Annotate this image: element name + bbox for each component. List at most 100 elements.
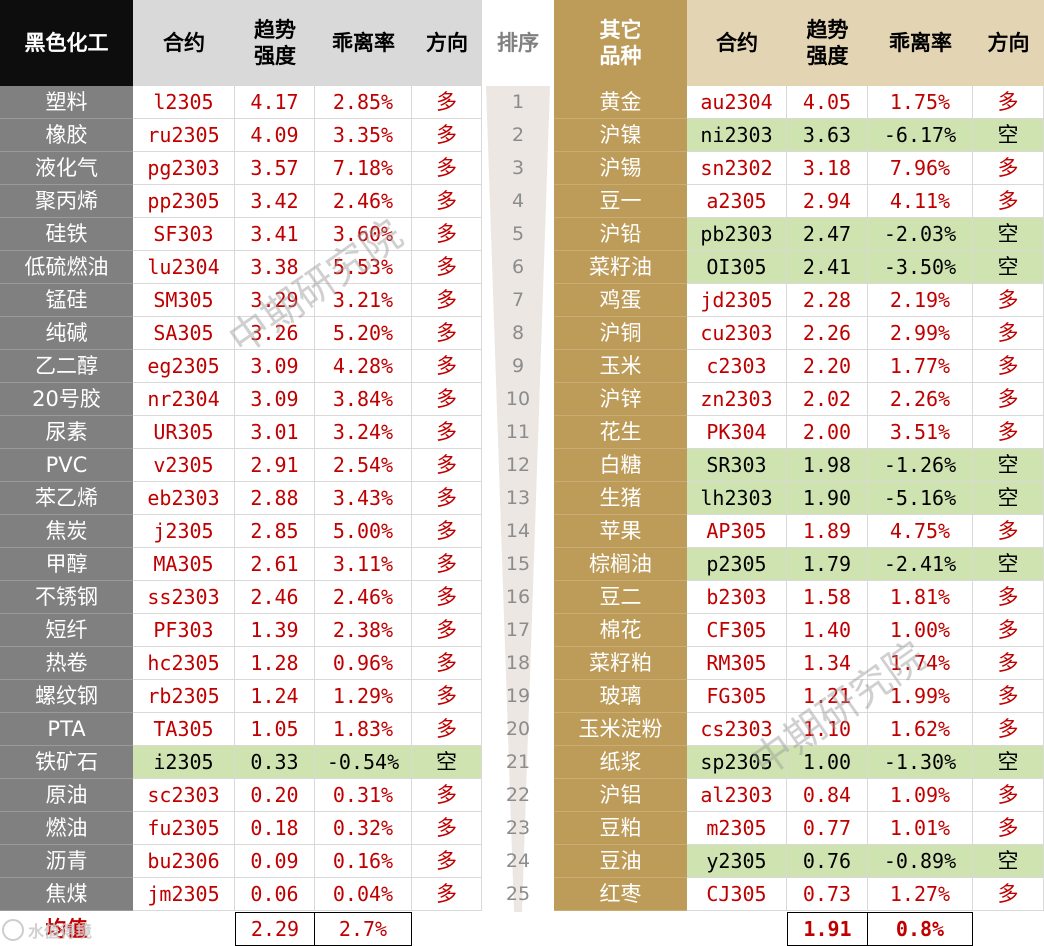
left-deviation-rate: 3.35%: [315, 119, 412, 152]
right-deviation-rate: 1.09%: [868, 779, 973, 812]
left-contract: hc2305: [133, 647, 235, 680]
right-direction: 多: [973, 284, 1044, 317]
right-product-name: 豆一: [554, 185, 687, 218]
left-deviation-rate: 0.96%: [315, 647, 412, 680]
left-product-name: 不锈钢: [0, 581, 133, 614]
header-right-contract: 合约: [687, 0, 787, 86]
left-deviation-rate: 4.28%: [315, 350, 412, 383]
right-product-name: 沪锡: [554, 152, 687, 185]
left-contract: SA305: [133, 317, 235, 350]
left-direction: 多: [412, 416, 482, 449]
right-deviation-rate: -1.30%: [868, 746, 973, 779]
right-contract: p2305: [687, 548, 787, 581]
left-contract: v2305: [133, 449, 235, 482]
right-product-name: 豆油: [554, 845, 687, 878]
rank-number: 2: [511, 124, 525, 146]
left-deviation-rate: 3.43%: [315, 482, 412, 515]
right-direction: 空: [973, 548, 1044, 581]
left-trend-strength: 3.09: [235, 383, 315, 416]
left-direction: 多: [412, 119, 482, 152]
right-trend-strength: 1.79: [787, 548, 868, 581]
right-direction: 多: [973, 779, 1044, 812]
left-contract: TA305: [133, 713, 235, 746]
left-contract: lu2304: [133, 251, 235, 284]
right-deviation-rate: -1.26%: [868, 449, 973, 482]
left-deviation-rate: 3.21%: [315, 284, 412, 317]
right-deviation-rate: 1.81%: [868, 581, 973, 614]
right-direction: 空: [973, 746, 1044, 779]
header-left-trend: 趋势 强度: [235, 0, 315, 86]
left-trend-strength: 3.42: [235, 185, 315, 218]
right-deviation-rate: 3.51%: [868, 416, 973, 449]
right-trend-strength: 2.47: [787, 218, 868, 251]
right-deviation-rate: -5.16%: [868, 482, 973, 515]
left-product-name: 纯碱: [0, 317, 133, 350]
right-direction: 多: [973, 614, 1044, 647]
left-trend-strength: 2.46: [235, 581, 315, 614]
right-direction: 多: [973, 812, 1044, 845]
left-direction: 多: [412, 383, 482, 416]
right-product-name: 棉花: [554, 614, 687, 647]
left-deviation-rate: 2.85%: [315, 86, 412, 119]
rank-number: 18: [505, 652, 531, 674]
right-product-name: 豆二: [554, 581, 687, 614]
right-trend-strength: 1.10: [787, 713, 868, 746]
left-deviation-rate: 3.11%: [315, 548, 412, 581]
left-deviation-rate: 2.54%: [315, 449, 412, 482]
right-direction: 多: [973, 86, 1044, 119]
right-contract: cs2303: [687, 713, 787, 746]
right-trend-strength: 1.00: [787, 746, 868, 779]
right-product-name: 玻璃: [554, 680, 687, 713]
right-contract: AP305: [687, 515, 787, 548]
right-trend-strength: 2.94: [787, 185, 868, 218]
left-product-name: 短纤: [0, 614, 133, 647]
right-contract: y2305: [687, 845, 787, 878]
left-product-name: 热卷: [0, 647, 133, 680]
right-product-name: 沪铝: [554, 779, 687, 812]
rank-number: 5: [511, 223, 525, 245]
left-trend-strength: 2.88: [235, 482, 315, 515]
right-contract: CJ305: [687, 878, 787, 911]
right-contract: m2305: [687, 812, 787, 845]
left-contract: ss2303: [133, 581, 235, 614]
left-contract: eg2305: [133, 350, 235, 383]
rank-number: 23: [505, 817, 531, 839]
right-deviation-rate: -0.89%: [868, 845, 973, 878]
left-contract: PF303: [133, 614, 235, 647]
rank-number: 17: [505, 619, 531, 641]
left-deviation-rate: -0.54%: [315, 746, 412, 779]
left-product-name: 螺纹钢: [0, 680, 133, 713]
right-direction: 多: [973, 515, 1044, 548]
right-product-name: 纸浆: [554, 746, 687, 779]
rank-number: 12: [505, 454, 531, 476]
right-product-name: 白糖: [554, 449, 687, 482]
right-average-trend: 1.91: [787, 912, 868, 946]
right-deviation-rate: 1.00%: [868, 614, 973, 647]
right-trend-strength: 1.98: [787, 449, 868, 482]
left-trend-strength: 3.41: [235, 218, 315, 251]
left-average-trend: 2.29: [235, 912, 315, 946]
right-product-name: 沪镍: [554, 119, 687, 152]
left-contract: fu2305: [133, 812, 235, 845]
right-trend-strength: 1.58: [787, 581, 868, 614]
right-contract: c2303: [687, 350, 787, 383]
right-product-name: 花生: [554, 416, 687, 449]
left-trend-strength: 0.09: [235, 845, 315, 878]
header-right-category: 其它 品种: [554, 0, 687, 86]
right-contract: PK304: [687, 416, 787, 449]
rank-number: 9: [511, 355, 525, 377]
left-product-name: 液化气: [0, 152, 133, 185]
right-product-name: 生猪: [554, 482, 687, 515]
right-contract: sp2305: [687, 746, 787, 779]
right-trend-strength: 1.90: [787, 482, 868, 515]
left-direction: 多: [412, 218, 482, 251]
left-trend-strength: 3.29: [235, 284, 315, 317]
left-deviation-rate: 2.46%: [315, 185, 412, 218]
left-product-name: 锰硅: [0, 284, 133, 317]
left-trend-strength: 4.09: [235, 119, 315, 152]
left-contract: bu2306: [133, 845, 235, 878]
left-deviation-rate: 3.84%: [315, 383, 412, 416]
right-trend-strength: 2.41: [787, 251, 868, 284]
rank-number: 11: [505, 421, 531, 443]
